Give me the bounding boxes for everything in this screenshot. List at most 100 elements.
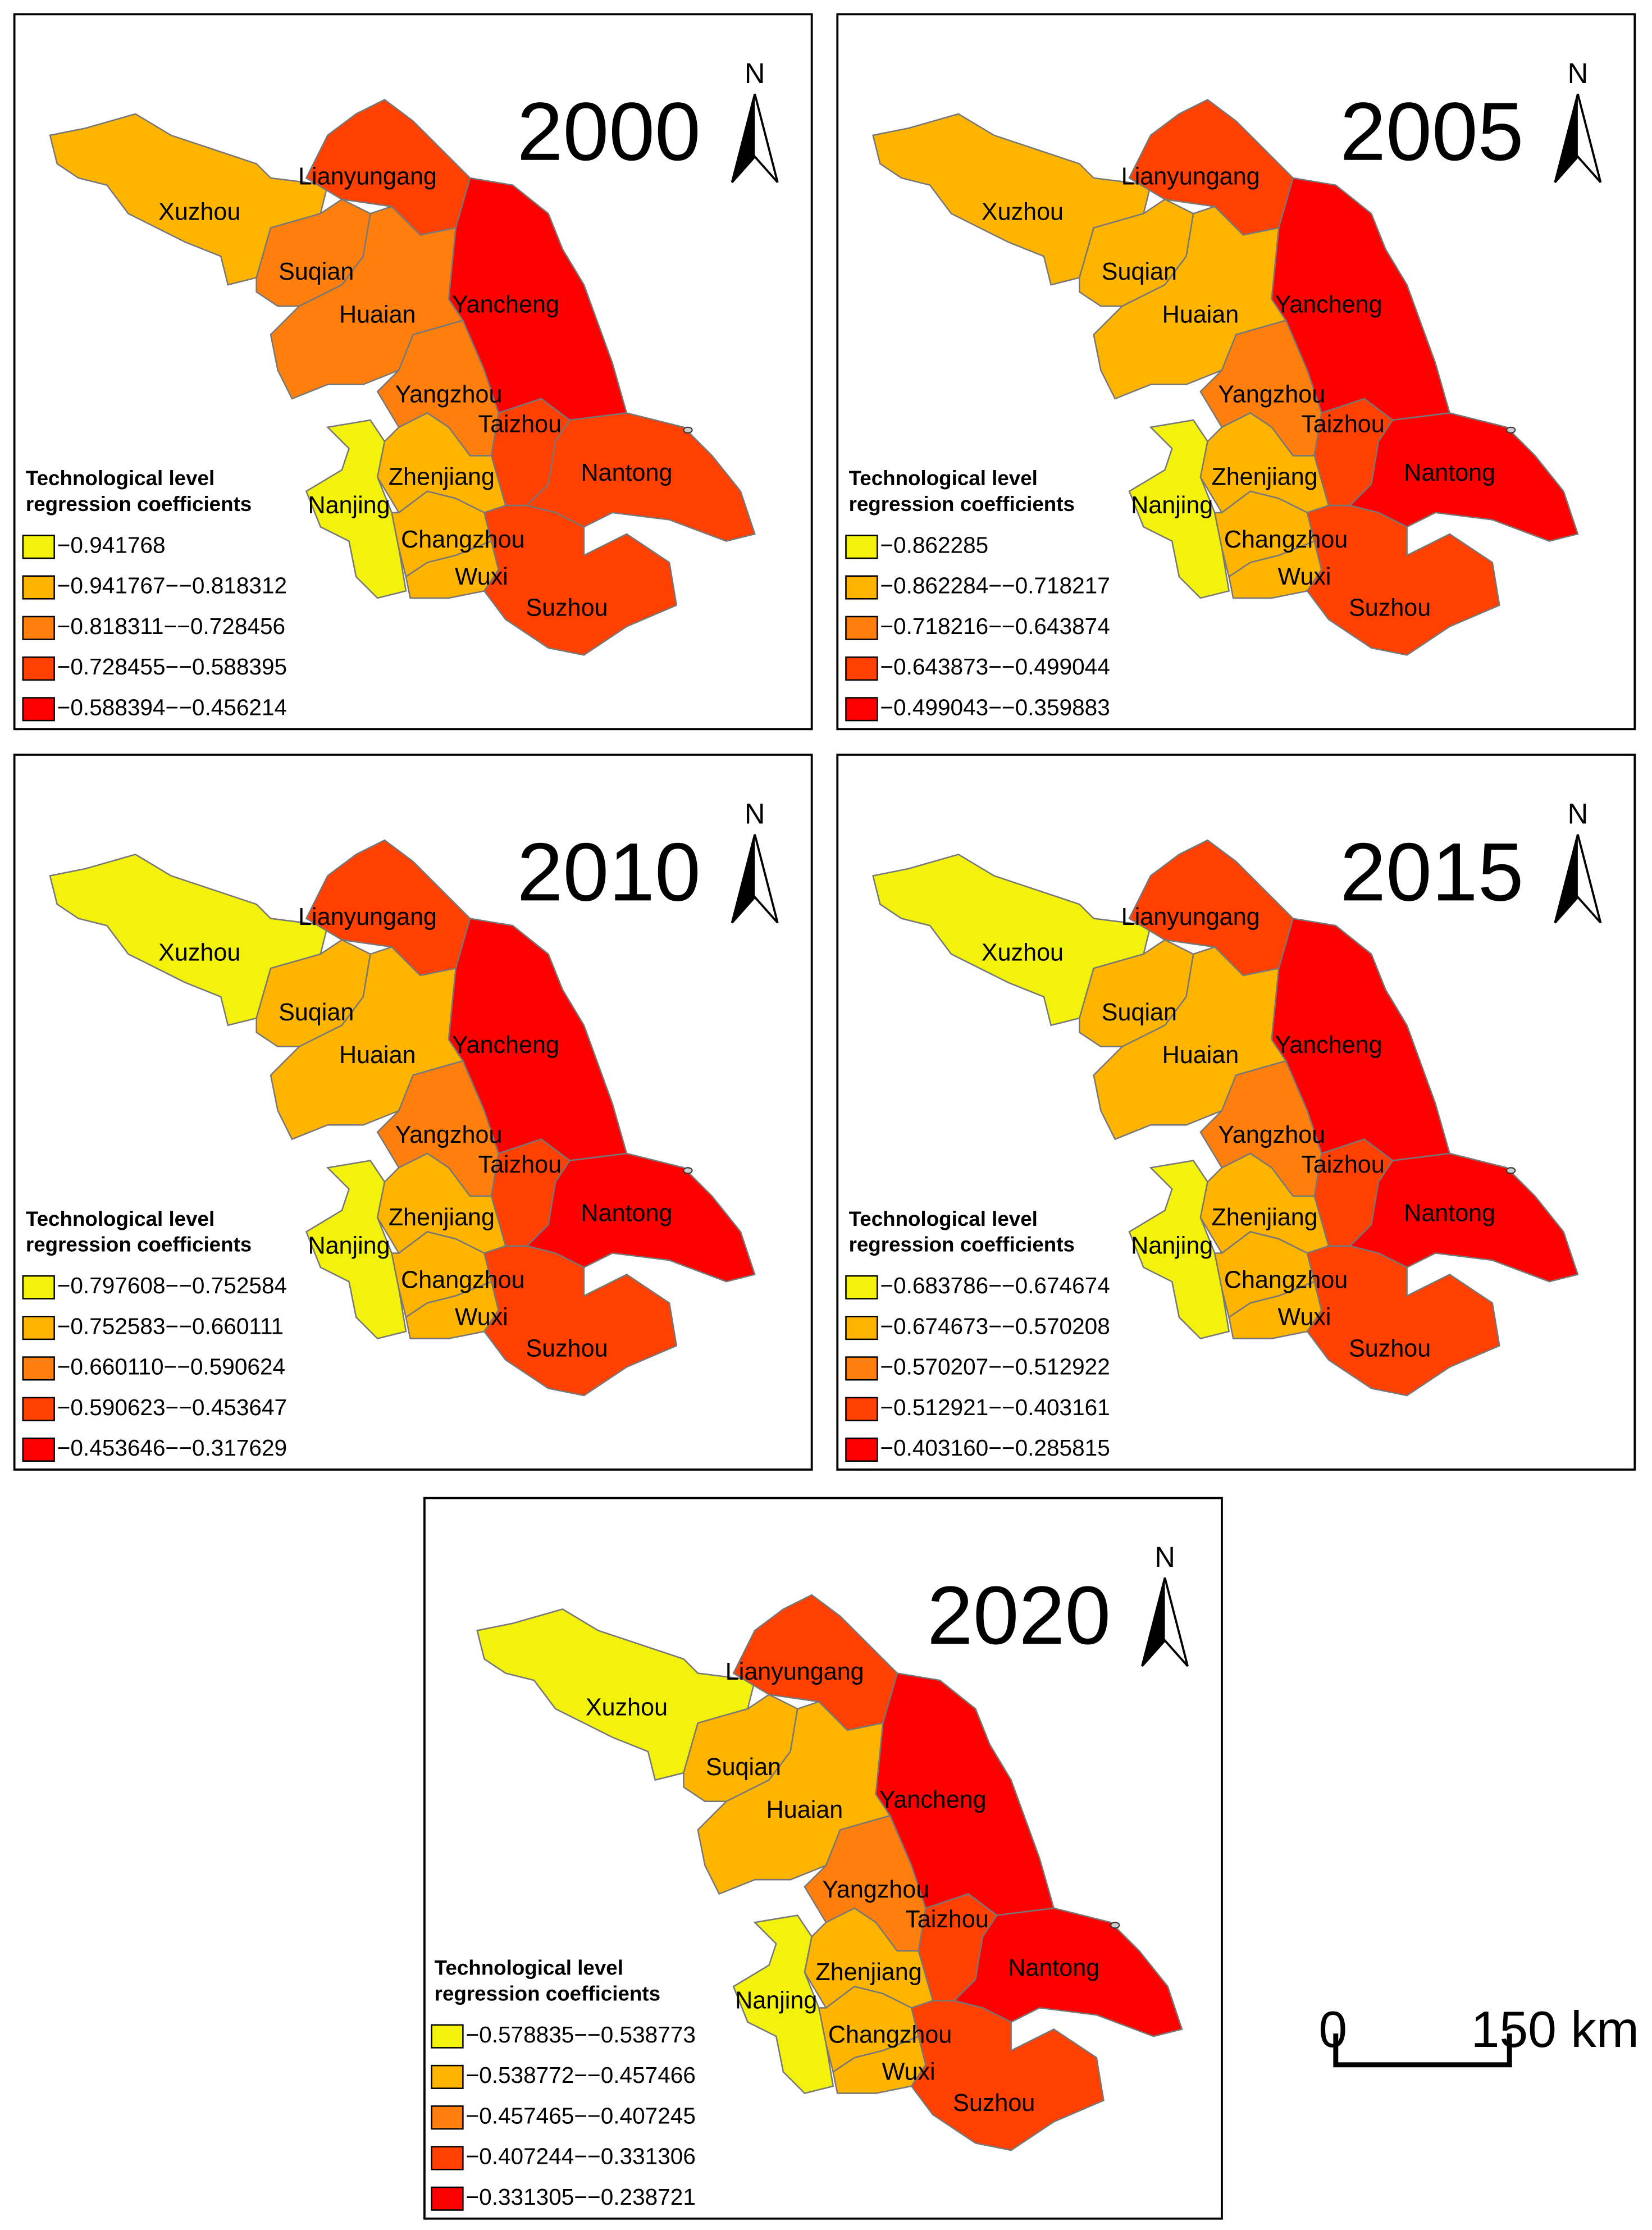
- city-label: Changzhou: [401, 526, 524, 553]
- legend-swatch: [845, 1275, 878, 1299]
- legend-title: Technological level: [849, 467, 1038, 490]
- city-label: Zhenjiang: [1211, 463, 1317, 490]
- city-label: Nantong: [1404, 459, 1495, 486]
- north-arrow-outline: [1554, 93, 1602, 183]
- year-label: 2005: [1340, 86, 1523, 178]
- legend-label: −0.457465−−0.407245: [466, 2103, 695, 2128]
- legend-label: −0.538772−−0.457466: [466, 2062, 695, 2088]
- legend-label: −0.818311−−0.728456: [57, 613, 285, 639]
- region: [910, 2000, 1105, 2151]
- legend-label: −0.683786−−0.674674: [880, 1273, 1110, 1298]
- legend-swatch: [845, 1397, 878, 1421]
- legend-label: −0.862284−−0.718217: [880, 573, 1110, 599]
- legend-title: Technological level: [435, 1957, 623, 1980]
- city-label: Wuxi: [1278, 563, 1331, 590]
- legend-label: −0.499043−−0.359883: [880, 695, 1110, 720]
- north-label: N: [1568, 797, 1589, 829]
- city-label: Huaian: [339, 1042, 416, 1069]
- city-label: Taizhou: [1301, 411, 1385, 438]
- city-label: Lianyungang: [1121, 163, 1260, 190]
- legend-title: regression coefficients: [26, 492, 252, 516]
- region: [732, 1594, 898, 1731]
- legend-swatch: [431, 2064, 464, 2089]
- city-label: Huaian: [339, 301, 416, 328]
- city-label: Yancheng: [452, 1032, 559, 1059]
- city-label: Suzhou: [526, 595, 608, 622]
- legend-swatch: [845, 656, 878, 681]
- legend-swatch: [22, 1397, 55, 1421]
- city-label: Taizhou: [905, 1906, 989, 1933]
- city-label: Nanjing: [308, 492, 390, 519]
- legend-title: Technological level: [849, 1207, 1038, 1230]
- map-panel: Xuzhou Lianyungang Suqian Huaian Yancheng Yan…: [13, 13, 813, 731]
- year-label: 2010: [517, 826, 701, 918]
- city-label: Yangzhou: [1218, 381, 1325, 408]
- city-label: Nanjing: [1131, 1233, 1213, 1260]
- north-label: N: [745, 797, 765, 829]
- city-label: Nantong: [1404, 1200, 1495, 1226]
- legend-swatch: [22, 697, 55, 722]
- legend-swatch: [845, 697, 878, 722]
- map-panel: Xuzhou Lianyungang Suqian Huaian Yancheng Yan…: [836, 13, 1636, 731]
- legend-label: −0.512921−−0.403161: [880, 1394, 1110, 1420]
- city-label: Suqian: [279, 258, 354, 285]
- city-label: Yancheng: [1275, 291, 1382, 318]
- legend-swatch: [431, 2024, 464, 2049]
- city-label: Changzhou: [401, 1267, 524, 1294]
- legend-swatch: [845, 1316, 878, 1340]
- legend-swatch: [22, 1275, 55, 1299]
- city-label: Zhenjiang: [815, 1959, 921, 1986]
- city-label: Yangzhou: [1218, 1121, 1325, 1148]
- city-label: Taizhou: [1301, 1151, 1385, 1178]
- city-label: Wuxi: [455, 1304, 508, 1331]
- city-label: Zhenjiang: [1211, 1204, 1317, 1231]
- legend-title: regression coefficients: [849, 1233, 1075, 1256]
- legend-title: regression coefficients: [849, 492, 1075, 516]
- legend-title: Technological level: [26, 1207, 215, 1230]
- north-label: N: [745, 57, 765, 89]
- city-label: Xuzhou: [158, 939, 240, 966]
- city-label: Huaian: [766, 1796, 843, 1823]
- city-label: Nanjing: [1131, 492, 1213, 519]
- city-label: Yangzhou: [395, 1121, 503, 1148]
- region: [1128, 839, 1294, 977]
- legend-swatch: [431, 2146, 464, 2170]
- legend-label: −0.752583−−0.660111: [57, 1313, 284, 1339]
- region: [526, 1152, 756, 1283]
- legend-swatch: [845, 575, 878, 600]
- north-arrow-outline: [731, 93, 779, 183]
- city-label: Lianyungang: [725, 1658, 864, 1685]
- legend-label: −0.588394−−0.456214: [57, 695, 287, 720]
- island: [1506, 1167, 1516, 1174]
- scale-bar: 0 150 km: [1318, 2001, 1639, 2068]
- city-label: Suqian: [279, 999, 354, 1026]
- city-label: Nantong: [1008, 1954, 1099, 1981]
- city-label: Zhenjiang: [389, 1204, 495, 1231]
- map-panel: Xuzhou Lianyungang Suqian Huaian Yancheng Yan…: [423, 1497, 1223, 2220]
- city-label: Suzhou: [953, 2090, 1035, 2117]
- city-label: Xuzhou: [982, 199, 1064, 226]
- city-label: Xuzhou: [982, 939, 1064, 966]
- city-label: Suqian: [1102, 999, 1177, 1026]
- city-label: Suqian: [1102, 258, 1177, 285]
- scale-line: [1333, 2033, 1512, 2068]
- island: [683, 426, 693, 434]
- region: [305, 839, 471, 977]
- legend-label: −0.862285: [880, 532, 988, 558]
- city-label: Nantong: [581, 1200, 673, 1226]
- city-label: Changzhou: [1224, 1267, 1348, 1294]
- legend-title: regression coefficients: [435, 1982, 660, 2005]
- legend-label: −0.797608−−0.752584: [57, 1273, 287, 1298]
- region: [1128, 99, 1294, 236]
- city-label: Lianyungang: [298, 904, 437, 931]
- legend-swatch: [845, 535, 878, 559]
- legend-label: −0.578835−−0.538773: [466, 2022, 695, 2047]
- city-label: Suzhou: [1349, 595, 1431, 622]
- legend-label: −0.728455−−0.588395: [57, 654, 287, 680]
- legend-label: −0.660110−−0.590624: [57, 1354, 285, 1380]
- legend-swatch: [22, 575, 55, 600]
- scale-start: 0: [1318, 2001, 1347, 2058]
- city-label: Huaian: [1162, 1042, 1239, 1069]
- city-label: Changzhou: [1224, 526, 1348, 553]
